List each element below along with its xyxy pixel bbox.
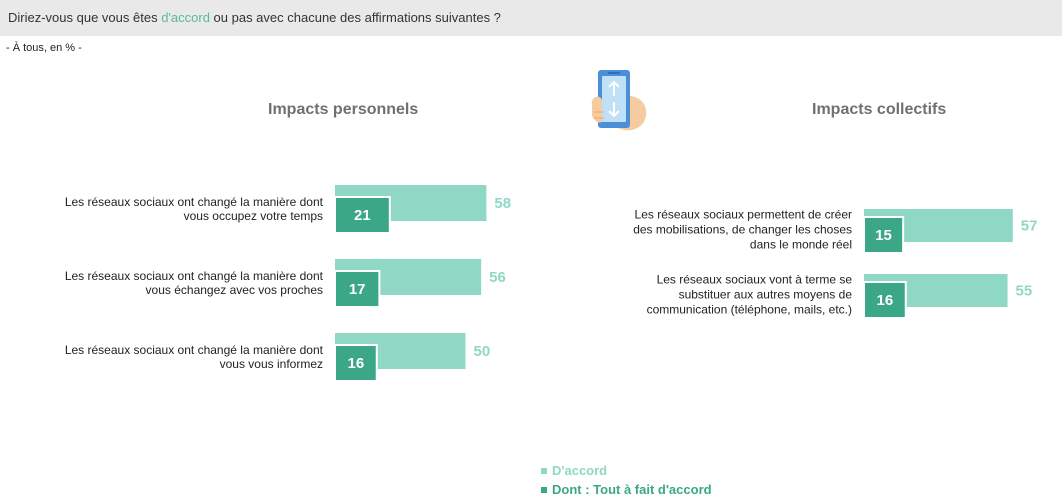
category-label-personnels-1-line-2: vous occupez votre temps — [184, 209, 323, 223]
chart-title-collectifs: Impacts collectifs — [812, 101, 947, 118]
value-label-tout-a-fait-personnels-2: 17 — [349, 281, 366, 298]
question-text-start: Diriez-vous que vous êtes — [8, 10, 162, 25]
value-label-tout-a-fait-collectifs-1: 15 — [875, 227, 892, 244]
category-label-personnels-3-line-2: vous vous informez — [220, 357, 323, 371]
bar-charts: 21 58 Les réseaux sociaux ont changé la ma… — [65, 185, 1038, 382]
value-label-accord-personnels-2: 56 — [489, 269, 506, 286]
category-label-personnels-2-line-1: Les réseaux sociaux ont changé la manièr… — [65, 269, 324, 283]
bar-tout-a-fait-personnels-3 — [334, 344, 378, 382]
value-label-accord-collectifs-1: 57 — [1021, 218, 1038, 235]
value-label-tout-a-fait-personnels-1: 21 — [354, 207, 371, 224]
legend: D'accord Dont : Tout à fait d'accord — [541, 461, 712, 499]
bar-tout-a-fait-collectifs-2 — [863, 281, 907, 319]
legend-item-accord: D'accord — [541, 461, 712, 480]
category-label-collectifs-1-line-3: dans le monde réel — [750, 238, 852, 252]
category-label-collectifs-2-line-1: Les réseaux sociaux vont à terme se — [657, 273, 853, 287]
value-label-tout-a-fait-personnels-3: 16 — [348, 355, 365, 372]
category-label-personnels-2-line-2: vous échangez avec vos proches — [146, 283, 323, 297]
category-label-collectifs-1-line-2: des mobilisations, de changer les choses — [633, 223, 852, 237]
value-label-accord-personnels-1: 58 — [494, 195, 511, 212]
category-label-collectifs-2-line-3: communication (téléphone, mails, etc.) — [647, 303, 852, 317]
category-label-collectifs-2-line-2: substituer aux autres moyens de — [679, 288, 853, 302]
question-text-accent: d'accord — [161, 10, 210, 25]
bar-tout-a-fait-collectifs-1 — [863, 216, 905, 254]
bar-tout-a-fait-personnels-2 — [334, 270, 381, 308]
subtitle: - À tous, en % - — [6, 42, 82, 54]
category-label-personnels-1-line-1: Les réseaux sociaux ont changé la manièr… — [65, 195, 324, 209]
legend-swatch-accord — [541, 467, 547, 474]
legend-item-tout-a-fait: Dont : Tout à fait d'accord — [541, 480, 712, 499]
value-label-accord-collectifs-2: 55 — [1016, 283, 1033, 300]
question-text-end: ou pas avec chacune des affirmations sui… — [209, 10, 501, 25]
legend-label-accord: D'accord — [552, 463, 608, 478]
legend-label-tout-a-fait: Dont : Tout à fait d'accord — [552, 482, 712, 497]
category-label-personnels-3-line-1: Les réseaux sociaux ont changé la manièr… — [65, 343, 324, 357]
smartphone-scroll-icon — [586, 66, 652, 142]
legend-swatch-tout-a-fait — [541, 486, 547, 493]
value-label-tout-a-fait-collectifs-2: 16 — [877, 292, 894, 309]
bar-tout-a-fait-personnels-1 — [334, 196, 391, 234]
value-label-accord-personnels-3: 50 — [474, 343, 491, 360]
chart-title-personnels: Impacts personnels — [268, 101, 419, 118]
category-label-collectifs-1-line-1: Les réseaux sociaux permettent de créer — [635, 208, 852, 222]
question-header: Diriez-vous que vous êtes d'accord ou pa… — [0, 0, 1062, 36]
